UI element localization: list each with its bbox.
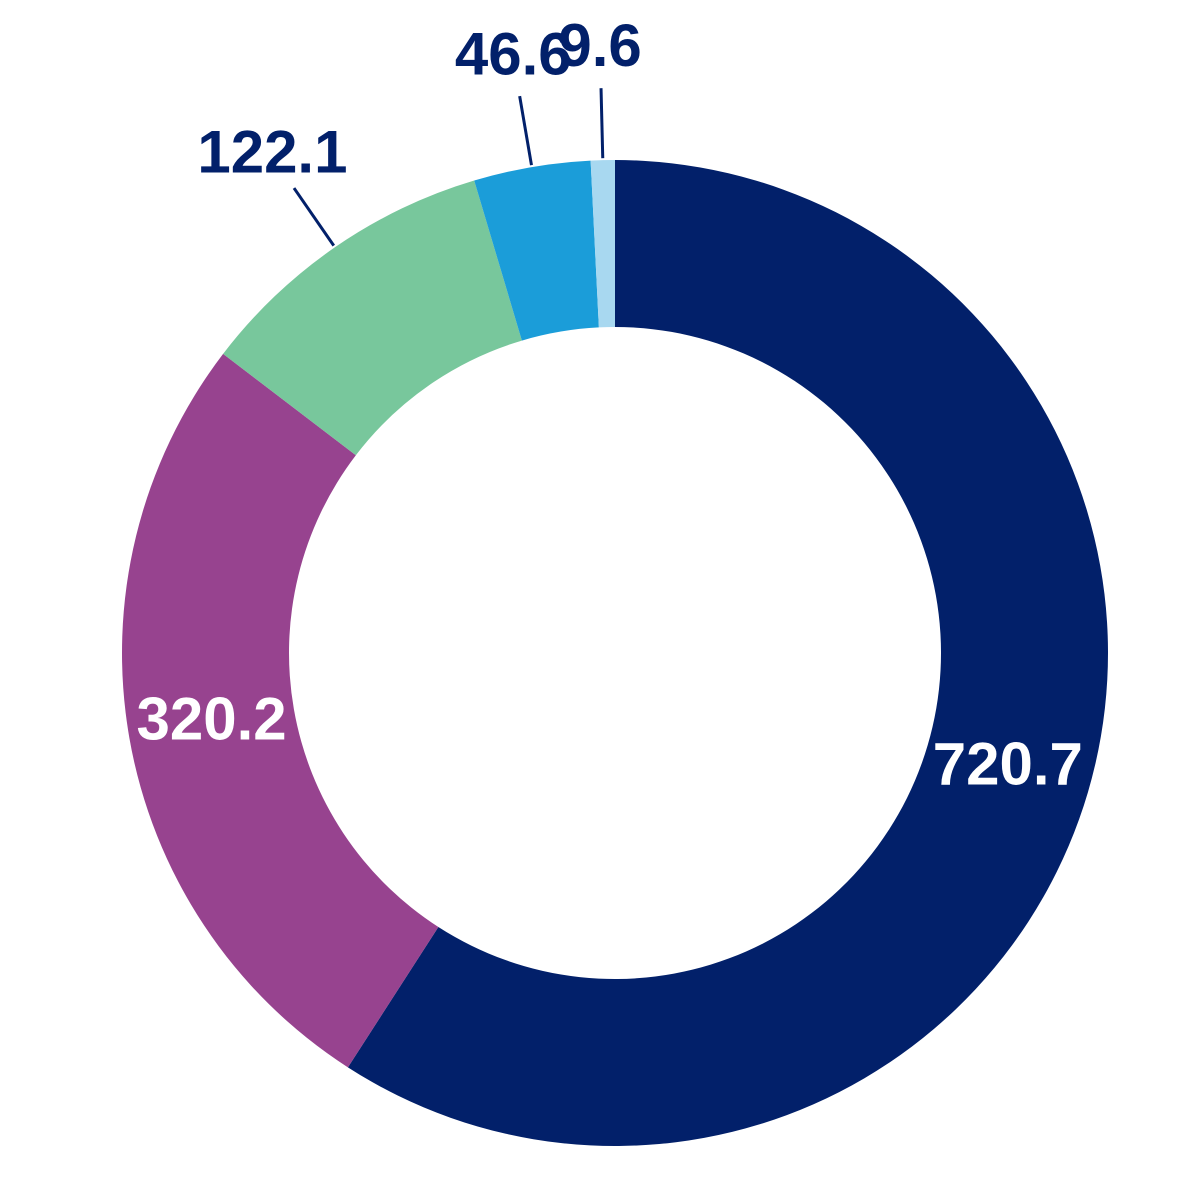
leader-line xyxy=(599,88,605,159)
value-label: 122.1 xyxy=(197,119,347,186)
slice xyxy=(223,180,522,456)
slice xyxy=(122,353,439,1068)
slice xyxy=(474,160,599,341)
slice xyxy=(590,160,615,328)
value-label: 46.6 xyxy=(455,20,572,87)
value-label: 320.2 xyxy=(137,685,287,752)
leader-line xyxy=(518,95,533,166)
value-label: 720.7 xyxy=(933,730,1083,797)
slice xyxy=(347,160,1109,1146)
value-label: 9.6 xyxy=(558,12,641,79)
leader-line xyxy=(292,187,336,247)
